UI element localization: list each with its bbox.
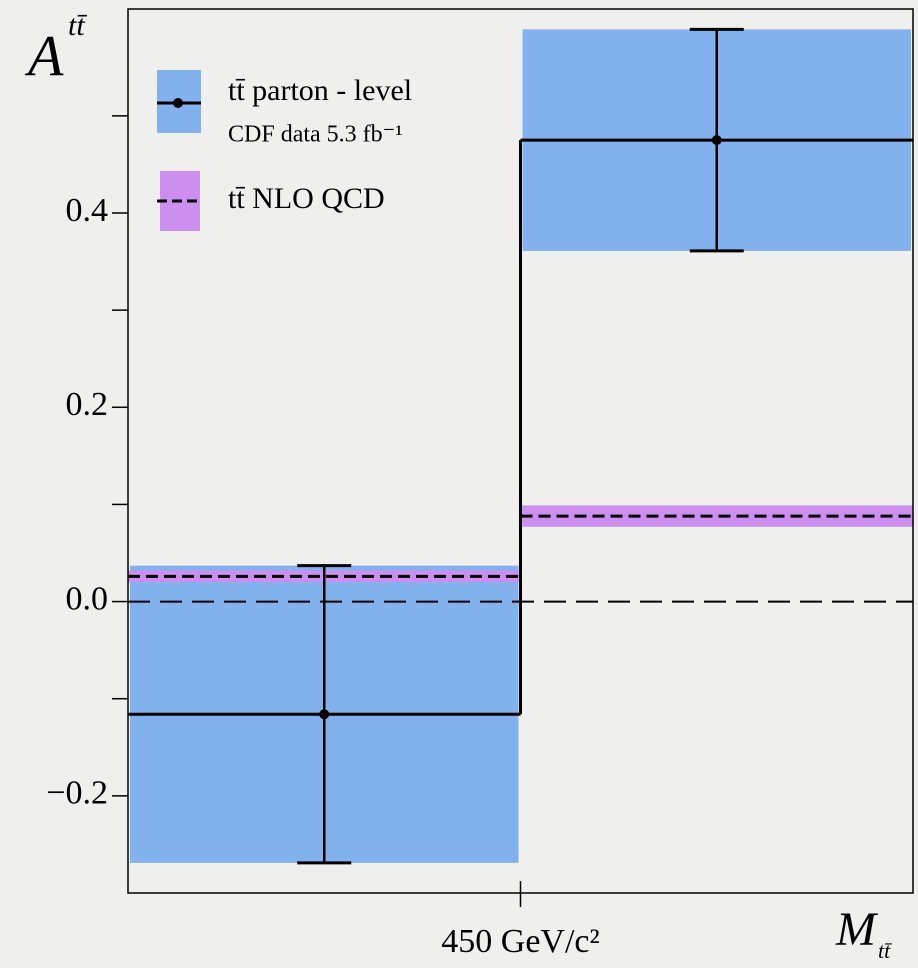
y-tick-label: 0.0 — [66, 580, 109, 617]
x-axis-label: M — [835, 903, 879, 956]
legend-label: tt̄ NLO QCD — [228, 182, 385, 215]
y-tick-label: −0.2 — [46, 775, 108, 812]
data-point — [319, 709, 330, 720]
legend-note: CDF data 5.3 fb⁻¹ — [228, 122, 403, 148]
x-axis-label-sub: tt̄ — [878, 938, 893, 963]
error-band — [520, 505, 913, 527]
y-tick-label: 0.2 — [66, 386, 109, 423]
x-tick-label: 450 GeV/c² — [441, 923, 599, 960]
y-tick-label: 0.4 — [66, 192, 109, 229]
legend-point — [173, 98, 183, 108]
y-axis-label-sup: tt̄ — [68, 9, 88, 42]
data-point — [711, 135, 722, 146]
legend-label: tt̄ parton - level — [228, 74, 412, 107]
y-axis-label: A — [24, 23, 64, 88]
